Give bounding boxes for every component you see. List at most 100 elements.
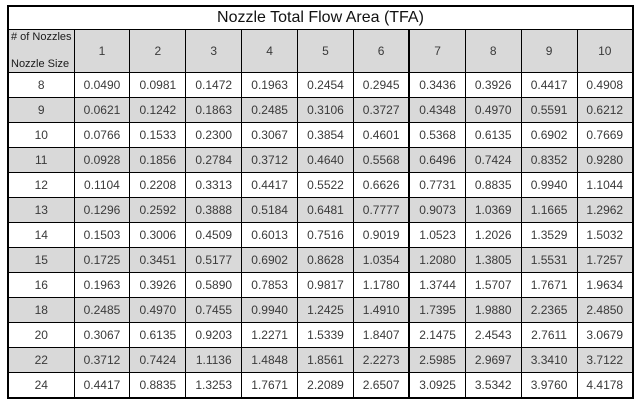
- tfa-value-cell: 0.7424: [464, 147, 522, 173]
- tfa-value-cell: 0.7853: [241, 272, 299, 298]
- tfa-value-cell: 1.2425: [297, 297, 354, 323]
- row-header-nozzle-size: 22: [7, 347, 75, 373]
- tfa-value-cell: 0.2208: [129, 172, 187, 198]
- tfa-value-cell: 0.9940: [520, 172, 578, 198]
- tfa-value-cell: 3.3410: [520, 347, 578, 373]
- table-row: 9 0.0621 0.1242 0.1863 0.2485 0.3106 0.3727 0.4…: [7, 97, 634, 123]
- tfa-value-cell: 0.3926: [464, 72, 522, 98]
- tfa-value-cell: 0.5568: [352, 147, 410, 173]
- tfa-value-cell: 2.2089: [297, 372, 354, 399]
- tfa-value-cell: 0.4348: [408, 97, 466, 123]
- tfa-value-cell: 0.1963: [241, 72, 299, 98]
- table-title: Nozzle Total Flow Area (TFA): [7, 5, 634, 30]
- tfa-value-cell: 0.5368: [408, 122, 466, 148]
- tfa-value-cell: 1.2026: [464, 222, 522, 248]
- tfa-value-cell: 0.6135: [129, 322, 187, 348]
- corner-top-label: # of Nozzles: [11, 31, 72, 43]
- table-row: 16 0.1963 0.3926 0.5890 0.7853 0.9817 1.1780 1.…: [7, 272, 634, 298]
- tfa-value-cell: 0.3727: [352, 97, 410, 123]
- tfa-value-cell: 1.4910: [352, 297, 410, 323]
- tfa-value-cell: 0.7455: [185, 297, 243, 323]
- row-header-nozzle-size: 20: [7, 322, 75, 348]
- tfa-value-cell: 0.3712: [241, 147, 299, 173]
- tfa-value-cell: 1.3253: [185, 372, 243, 399]
- tfa-value-cell: 0.5177: [185, 247, 243, 273]
- row-header-nozzle-size: 8: [7, 72, 75, 98]
- tfa-value-cell: 0.3926: [129, 272, 187, 298]
- tfa-value-cell: 2.5985: [408, 347, 466, 373]
- tfa-value-cell: 0.2784: [185, 147, 243, 173]
- tfa-value-cell: 3.5342: [464, 372, 522, 399]
- tfa-value-cell: 2.4850: [576, 297, 634, 323]
- tfa-value-cell: 0.1472: [185, 72, 243, 98]
- tfa-value-cell: 2.6507: [352, 372, 410, 399]
- table-row: 10 0.0766 0.1533 0.2300 0.3067 0.3854 0.4601 0.…: [7, 122, 634, 148]
- tfa-value-cell: 0.0490: [73, 72, 131, 98]
- tfa-value-cell: 0.3436: [408, 72, 466, 98]
- tfa-value-cell: 0.9073: [408, 197, 466, 223]
- tfa-value-cell: 2.4543: [464, 322, 522, 348]
- tfa-value-cell: 0.2945: [352, 72, 410, 98]
- table-row: 20 0.3067 0.6135 0.9203 1.2271 1.5339 1.8407 2.…: [7, 322, 634, 348]
- tfa-value-cell: 0.9203: [185, 322, 243, 348]
- row-header-nozzle-size: 13: [7, 197, 75, 223]
- tfa-value-cell: 1.5339: [297, 322, 354, 348]
- tfa-value-cell: 0.6135: [464, 122, 522, 148]
- tfa-value-cell: 0.4417: [241, 172, 299, 198]
- tfa-value-cell: 0.1104: [73, 172, 131, 198]
- row-header-nozzle-size: 11: [7, 147, 75, 173]
- tfa-value-cell: 1.8561: [297, 347, 354, 373]
- tfa-value-cell: 0.3888: [185, 197, 243, 223]
- tfa-value-cell: 0.1725: [73, 247, 131, 273]
- tfa-value-cell: 0.9817: [297, 272, 354, 298]
- tfa-value-cell: 0.1963: [73, 272, 131, 298]
- tfa-value-cell: 0.7516: [297, 222, 354, 248]
- tfa-value-cell: 0.6902: [241, 247, 299, 273]
- tfa-value-cell: 0.1503: [73, 222, 131, 248]
- corner-header-cell: # of Nozzles Nozzle Size: [7, 29, 75, 73]
- tfa-value-cell: 0.6496: [408, 147, 466, 173]
- tfa-value-cell: 0.9280: [576, 147, 634, 173]
- tfa-value-cell: 0.1863: [185, 97, 243, 123]
- tfa-value-cell: 0.5522: [297, 172, 354, 198]
- tfa-value-cell: 1.5531: [520, 247, 578, 273]
- row-header-nozzle-size: 14: [7, 222, 75, 248]
- tfa-value-cell: 0.4970: [464, 97, 522, 123]
- tfa-value-cell: 0.3313: [185, 172, 243, 198]
- table-row: 14 0.1503 0.3006 0.4509 0.6013 0.7516 0.9019 1.…: [7, 222, 634, 248]
- column-header: 4: [241, 29, 299, 73]
- tfa-value-cell: 0.7777: [352, 197, 410, 223]
- tfa-value-cell: 0.0766: [73, 122, 131, 148]
- tfa-value-cell: 1.1665: [520, 197, 578, 223]
- tfa-value-cell: 0.8835: [129, 372, 187, 399]
- tfa-value-cell: 1.8407: [352, 322, 410, 348]
- tfa-value-cell: 1.1044: [576, 172, 634, 198]
- table-row: 24 0.4417 0.8835 1.3253 1.7671 2.2089 2.6507 3.…: [7, 372, 634, 399]
- table-row: 13 0.1296 0.2592 0.3888 0.5184 0.6481 0.7777 0.…: [7, 197, 634, 223]
- row-header-nozzle-size: 10: [7, 122, 75, 148]
- tfa-value-cell: 3.0679: [576, 322, 634, 348]
- tfa-value-cell: 0.8835: [464, 172, 522, 198]
- column-header: 3: [185, 29, 243, 73]
- tfa-value-cell: 0.3854: [297, 122, 354, 148]
- tfa-value-cell: 1.5032: [576, 222, 634, 248]
- tfa-value-cell: 0.8628: [297, 247, 354, 273]
- tfa-value-cell: 1.0354: [352, 247, 410, 273]
- tfa-value-cell: 0.7669: [576, 122, 634, 148]
- tfa-value-cell: 0.4417: [73, 372, 131, 399]
- tfa-value-cell: 0.9940: [241, 297, 299, 323]
- tfa-value-cell: 1.3529: [520, 222, 578, 248]
- tfa-value-cell: 1.2962: [576, 197, 634, 223]
- tfa-value-cell: 1.1136: [185, 347, 243, 373]
- tfa-value-cell: 2.2273: [352, 347, 410, 373]
- tfa-value-cell: 0.8352: [520, 147, 578, 173]
- tfa-value-cell: 0.5184: [241, 197, 299, 223]
- row-header-nozzle-size: 9: [7, 97, 75, 123]
- table-row: 11 0.0928 0.1856 0.2784 0.3712 0.4640 0.5568 0.…: [7, 147, 634, 173]
- tfa-value-cell: 2.2365: [520, 297, 578, 323]
- tfa-value-cell: 2.1475: [408, 322, 466, 348]
- tfa-value-cell: 1.3805: [464, 247, 522, 273]
- tfa-value-cell: 3.0925: [408, 372, 466, 399]
- tfa-value-cell: 0.9019: [352, 222, 410, 248]
- tfa-value-cell: 0.4509: [185, 222, 243, 248]
